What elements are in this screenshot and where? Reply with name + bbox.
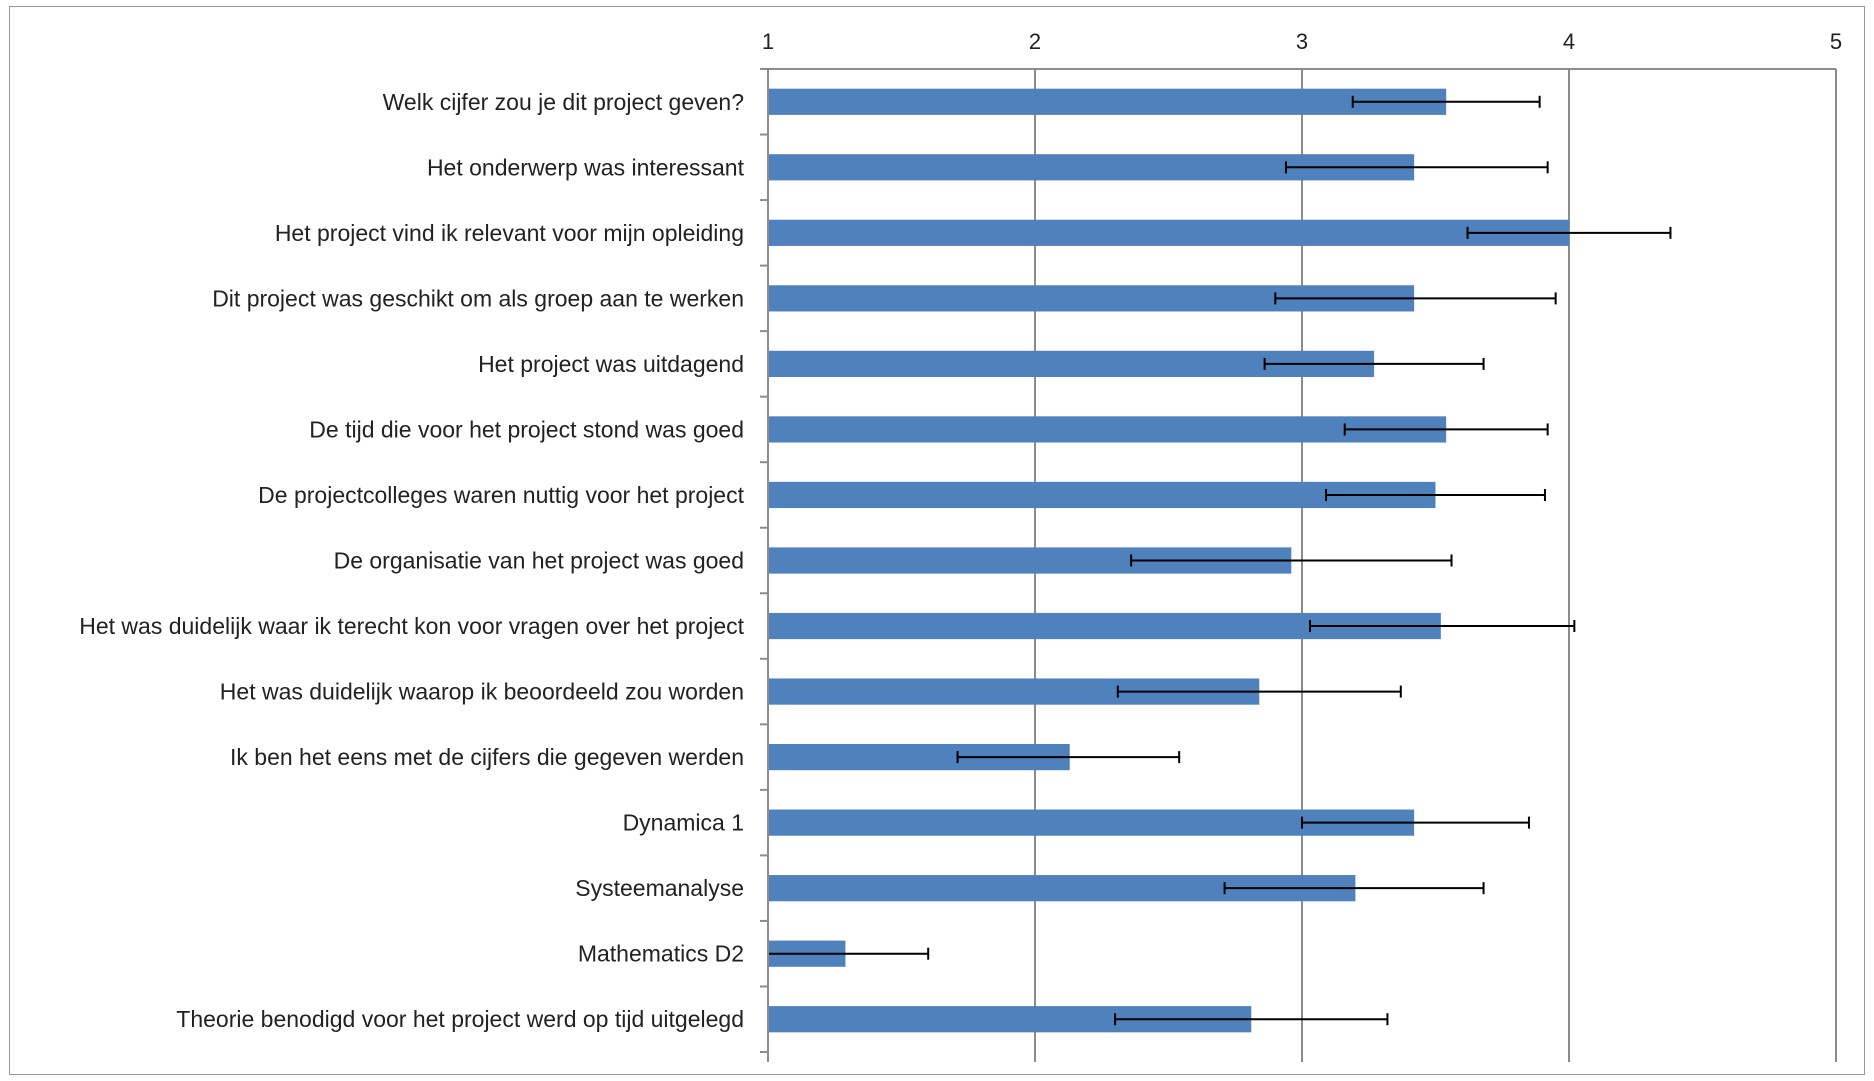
category-label: Dynamica 1 xyxy=(623,810,744,836)
category-label: Het project was uitdagend xyxy=(478,351,744,377)
labels: 1 2 3 4 5 Welk cijfer zou je dit project geve… xyxy=(79,29,1842,1032)
bar-chart: 1 2 3 4 5 Welk cijfer zou je dit project geve… xyxy=(79,29,1842,1062)
bar xyxy=(768,219,1569,246)
category-label: Het onderwerp was interessant xyxy=(427,154,745,180)
bar xyxy=(768,416,1447,443)
category-label: De projectcolleges waren nuttig voor het… xyxy=(258,482,744,508)
error-bars xyxy=(767,95,1672,1026)
category-label: Ik ben het eens met de cijfers die gegev… xyxy=(230,744,744,770)
category-label: Het was duidelijk waarop ik beoordeeld z… xyxy=(220,679,744,705)
chart-frame: 1 2 3 4 5 Welk cijfer zou je dit project geve… xyxy=(9,6,1865,1075)
x-tick-label: 1 xyxy=(762,29,774,54)
bar xyxy=(768,481,1436,509)
x-tick-label: 3 xyxy=(1296,29,1308,54)
category-label: De organisatie van het project was goed xyxy=(334,548,744,574)
category-label: De tijd die voor het project stond was g… xyxy=(309,416,744,442)
bars xyxy=(768,88,1569,1033)
category-label: Systeemanalyse xyxy=(575,875,744,901)
category-label: Het was duidelijk waar ik terecht kon vo… xyxy=(79,613,744,639)
bar xyxy=(768,88,1447,115)
category-label: Het project vind ik relevant voor mijn o… xyxy=(275,220,744,246)
category-label: Dit project was geschikt om als groep aa… xyxy=(212,285,744,311)
x-tick-label: 5 xyxy=(1830,29,1842,54)
x-tick-label: 2 xyxy=(1029,29,1041,54)
category-label: Theorie benodigd voor het project werd o… xyxy=(176,1006,744,1032)
x-tick-label: 4 xyxy=(1563,29,1575,54)
axes xyxy=(760,68,1836,1062)
category-label: Welk cijfer zou je dit project geven? xyxy=(383,89,744,115)
category-label: Mathematics D2 xyxy=(578,941,744,967)
